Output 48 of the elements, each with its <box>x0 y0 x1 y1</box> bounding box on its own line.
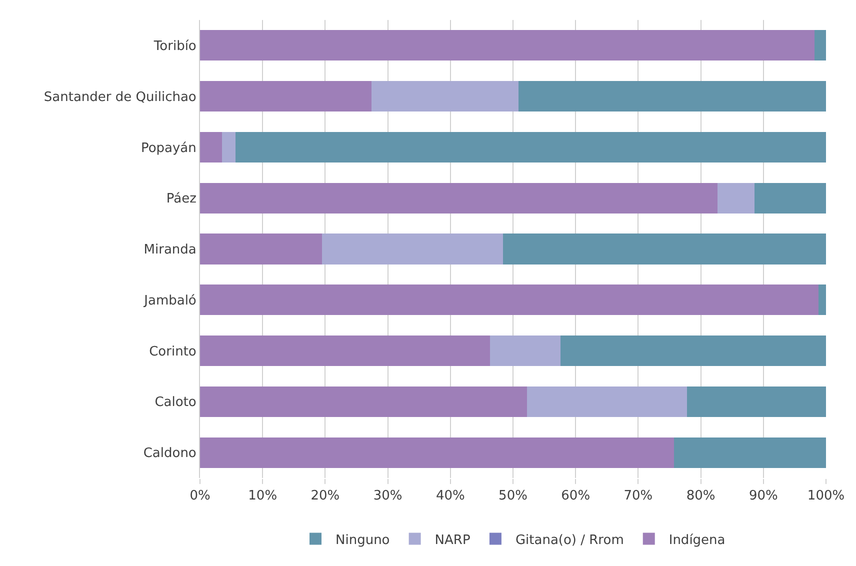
bar <box>814 30 826 61</box>
bar <box>687 386 826 417</box>
x-tick-label: 30% <box>373 488 402 504</box>
bar <box>200 132 222 162</box>
bar <box>200 234 322 264</box>
bar <box>490 336 561 366</box>
x-tick-label: 0% <box>190 488 210 504</box>
y-tick-label: Miranda <box>144 242 196 258</box>
bar <box>754 182 826 214</box>
legend-label: NARP <box>434 532 470 548</box>
x-tick-label: 70% <box>624 488 653 504</box>
bar <box>222 132 236 162</box>
x-tick-label: 40% <box>436 488 465 504</box>
y-tick-label: Caldono <box>143 446 196 462</box>
bar <box>718 182 755 214</box>
legend-label: Indígena <box>668 532 726 548</box>
y-tick-label: Santander de Quilichao <box>44 90 196 105</box>
y-tick-label: Páez <box>166 192 197 207</box>
legend-label: Gitana(o) / Rrom <box>515 532 624 548</box>
y-tick-label: Popayán <box>140 140 196 156</box>
y-tick-label: Caloto <box>154 395 196 410</box>
bar <box>818 284 826 316</box>
bar <box>526 386 688 417</box>
bar <box>200 284 818 316</box>
bar <box>200 336 490 366</box>
bar <box>322 234 503 264</box>
bar <box>200 30 815 61</box>
y-tick-label: Corinto <box>149 344 196 360</box>
bar <box>560 336 826 366</box>
bar <box>674 437 826 468</box>
x-tick-label: 100% <box>807 488 845 504</box>
x-tick-label: 60% <box>561 488 590 504</box>
bar <box>236 132 826 162</box>
x-tick-label: 50% <box>498 488 528 504</box>
bar <box>200 81 372 112</box>
x-tick-label: 80% <box>686 488 716 504</box>
x-tick-label: 20% <box>310 488 340 504</box>
bar <box>372 81 519 112</box>
legend-label: Ninguno <box>336 532 390 548</box>
bar <box>518 81 826 112</box>
y-tick-label: Toribío <box>152 38 196 54</box>
bar <box>200 437 674 468</box>
bar <box>200 182 718 214</box>
y-tick-label: Jambaló <box>143 293 196 308</box>
x-tick-label: 90% <box>748 488 778 504</box>
bar <box>502 234 826 264</box>
bar <box>200 386 527 417</box>
x-tick-label: 10% <box>248 488 278 504</box>
